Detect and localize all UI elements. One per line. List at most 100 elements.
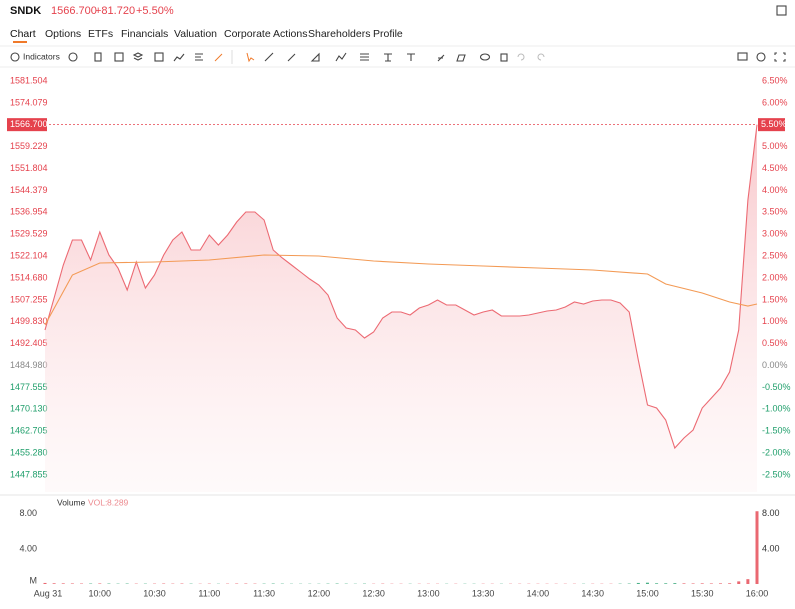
x-tick-label: 15:00 <box>636 588 659 598</box>
tool-icon[interactable] <box>264 52 274 62</box>
y-tick-label: 1462.705 <box>10 426 48 436</box>
tab[interactable]: ETFs <box>88 28 113 40</box>
tab[interactable]: Valuation <box>174 28 217 40</box>
volume-title: Volume <box>57 497 86 507</box>
tab[interactable]: Options <box>45 28 81 40</box>
tool-icon[interactable] <box>287 53 296 62</box>
volume-bar <box>70 583 74 584</box>
y2-tick-label: -1.00% <box>762 404 791 414</box>
tab[interactable]: Profile <box>373 28 403 40</box>
tab[interactable]: Corporate Actions <box>224 28 307 40</box>
tool-icon[interactable] <box>310 52 320 62</box>
symbol: SNDK <box>10 5 41 17</box>
tool-icon[interactable] <box>437 54 445 62</box>
change-pct: +5.50% <box>136 5 174 17</box>
y2-tick-label: 0.00% <box>762 360 788 370</box>
tab[interactable]: Financials <box>121 28 168 40</box>
y-tick-label: 1581.504 <box>10 75 48 85</box>
tool-icon[interactable] <box>154 52 164 62</box>
x-tick-label: 16:00 <box>746 588 769 598</box>
y2-tick-label: -2.50% <box>762 469 791 479</box>
change: +81.720 <box>95 5 135 17</box>
tab[interactable]: Chart <box>10 28 36 40</box>
volume-bar <box>682 583 686 584</box>
x-tick-label: 12:30 <box>362 588 385 598</box>
y2-tick-label: -2.00% <box>762 448 791 458</box>
volume-bar <box>61 583 65 584</box>
current-price-tag <box>7 118 47 132</box>
volume-bar <box>645 582 649 584</box>
y-tick-label: 1447.855 <box>10 469 48 479</box>
volume-bar <box>52 583 56 584</box>
tool-icon[interactable] <box>479 53 491 61</box>
x-tick-label: Aug 31 <box>34 588 63 598</box>
volume-tick-label: 8.00 <box>19 508 37 518</box>
tool-icon[interactable] <box>500 53 508 62</box>
tab-underline <box>13 41 27 43</box>
tool-icon[interactable] <box>173 53 185 62</box>
tool-icon[interactable] <box>756 52 766 62</box>
volume-bar <box>737 581 741 584</box>
tool-icon[interactable] <box>132 52 144 61</box>
indicators-button[interactable]: Indicators <box>23 51 60 61</box>
tool-icon[interactable] <box>407 53 415 61</box>
volume-bar <box>728 583 732 584</box>
y-tick-label: 1507.255 <box>10 294 48 304</box>
tool-icon[interactable] <box>68 52 78 62</box>
exit-icon[interactable] <box>776 5 787 16</box>
y2-tick-label: 2.50% <box>762 251 788 261</box>
tab[interactable]: Shareholders <box>308 28 370 40</box>
average-line <box>44 254 758 326</box>
tool-icon[interactable] <box>114 52 124 62</box>
x-tick-label: 10:30 <box>143 588 166 598</box>
y2-tick-label: 3.00% <box>762 229 788 239</box>
tool-icon[interactable] <box>456 54 466 62</box>
tool-icon[interactable] <box>360 53 369 61</box>
toolbar-icons <box>68 50 786 64</box>
x-tick-label: 13:30 <box>472 588 495 598</box>
tool-icon[interactable] <box>214 53 223 62</box>
y2-tick-label: -0.50% <box>762 382 791 392</box>
tool-icon[interactable] <box>737 52 748 61</box>
y-tick-label: 1470.130 <box>10 404 48 414</box>
volume-bar <box>755 511 759 584</box>
y-tick-label: 1551.804 <box>10 163 48 173</box>
x-tick-label: 13:00 <box>417 588 440 598</box>
x-tick-label: 12:00 <box>308 588 331 598</box>
y-tick-label: 1522.104 <box>10 250 48 260</box>
volume-bar <box>636 582 640 584</box>
tool-icon[interactable] <box>246 52 255 63</box>
price-area <box>45 124 757 492</box>
y2-tick-label: -1.50% <box>762 426 791 436</box>
volume-tick-label-right: 4.00 <box>762 543 780 553</box>
volume-bar <box>691 583 695 584</box>
volume-bar <box>43 582 47 584</box>
y2-tick-label: 6.00% <box>762 97 788 107</box>
tool-icon[interactable] <box>517 53 525 61</box>
x-tick-label: 14:00 <box>527 588 550 598</box>
y-tick-label: 1559.229 <box>10 141 48 151</box>
price-line <box>44 124 758 450</box>
volume-tick-label: M <box>30 575 38 585</box>
tool-icon[interactable] <box>384 53 392 62</box>
y2-tick-label: 2.00% <box>762 272 788 282</box>
x-tick-label: 10:00 <box>89 588 112 598</box>
volume-bar <box>655 583 659 584</box>
y2-tick-label: 1.00% <box>762 316 788 326</box>
tool-icon[interactable] <box>94 52 102 62</box>
indicators-icon[interactable] <box>10 52 20 62</box>
volume-bar <box>98 583 102 584</box>
current-price-label: 1566.700 <box>10 119 48 129</box>
tool-icon[interactable] <box>537 53 545 61</box>
volume-bar <box>746 579 750 584</box>
y-tick-label: 1574.079 <box>10 97 48 107</box>
tool-icon[interactable] <box>774 52 786 62</box>
tool-icon[interactable] <box>335 52 347 62</box>
volume-tick-label: 4.00 <box>19 543 37 553</box>
y-tick-label: 1544.379 <box>10 185 48 195</box>
tool-icon[interactable] <box>195 53 203 61</box>
y2-tick-label: 4.50% <box>762 163 788 173</box>
y2-tick-label: 0.50% <box>762 338 788 348</box>
y2-tick-label: 6.50% <box>762 75 788 85</box>
